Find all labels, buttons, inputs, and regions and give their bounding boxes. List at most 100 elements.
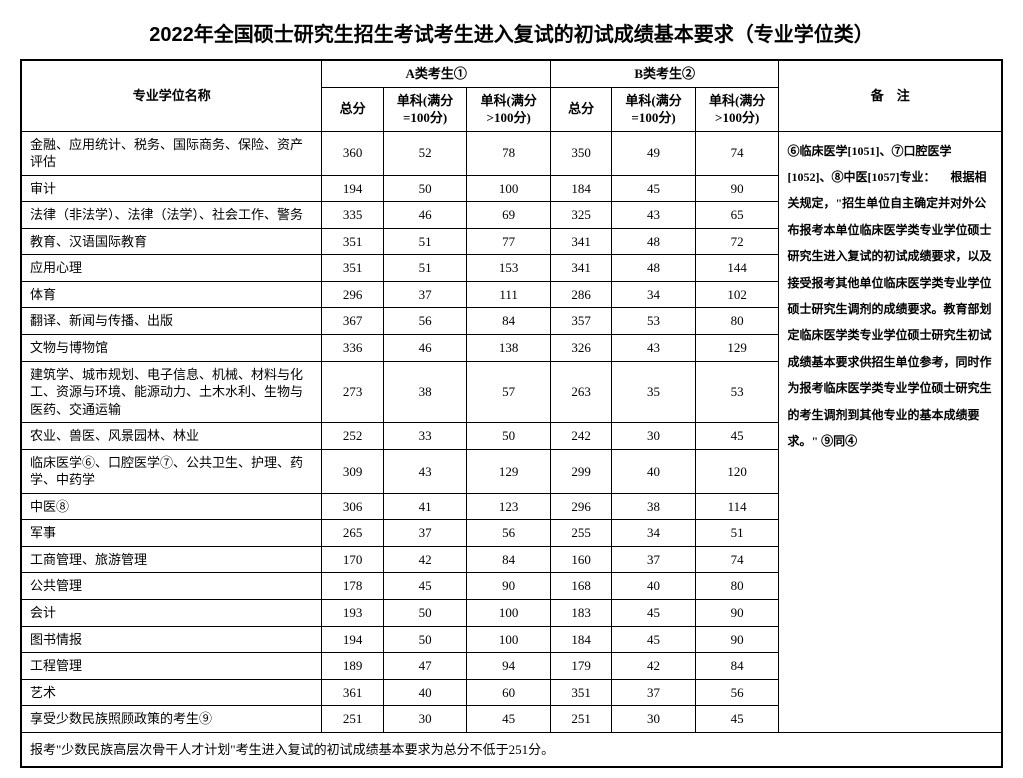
score-cell: 102 — [695, 281, 779, 308]
score-cell: 242 — [550, 423, 611, 450]
score-cell: 123 — [467, 493, 551, 520]
row-name: 应用心理 — [21, 255, 322, 282]
score-cell: 189 — [322, 653, 383, 680]
score-cell: 33 — [383, 423, 467, 450]
score-cell: 184 — [550, 626, 611, 653]
score-cell: 78 — [467, 131, 551, 175]
score-cell: 360 — [322, 131, 383, 175]
score-cell: 286 — [550, 281, 611, 308]
score-cell: 50 — [467, 423, 551, 450]
score-cell: 100 — [467, 626, 551, 653]
score-cell: 40 — [612, 449, 696, 493]
score-cell: 56 — [467, 520, 551, 547]
score-cell: 50 — [383, 626, 467, 653]
score-cell: 43 — [383, 449, 467, 493]
score-cell: 263 — [550, 361, 611, 423]
score-cell: 111 — [467, 281, 551, 308]
score-cell: 50 — [383, 175, 467, 202]
header-b-subover: 单科(满分>100分) — [695, 87, 779, 131]
score-cell: 30 — [383, 706, 467, 733]
score-cell: 52 — [383, 131, 467, 175]
score-cell: 56 — [695, 679, 779, 706]
score-cell: 30 — [612, 423, 696, 450]
score-cell: 361 — [322, 679, 383, 706]
score-cell: 51 — [383, 255, 467, 282]
header-name: 专业学位名称 — [21, 60, 322, 131]
score-cell: 42 — [612, 653, 696, 680]
score-cell: 37 — [383, 281, 467, 308]
score-cell: 273 — [322, 361, 383, 423]
score-cell: 51 — [695, 520, 779, 547]
score-cell: 90 — [695, 175, 779, 202]
header-group-b: B类考生② — [550, 60, 779, 87]
score-cell: 77 — [467, 228, 551, 255]
score-cell: 37 — [612, 679, 696, 706]
score-cell: 46 — [383, 335, 467, 362]
score-cell: 341 — [550, 255, 611, 282]
footer-note: 报考"少数民族高层次骨干人才计划"考生进入复试的初试成绩基本要求为总分不低于25… — [21, 732, 1002, 767]
score-cell: 30 — [612, 706, 696, 733]
score-cell: 34 — [612, 281, 696, 308]
score-cell: 60 — [467, 679, 551, 706]
score-cell: 84 — [467, 308, 551, 335]
score-cell: 74 — [695, 546, 779, 573]
page-title: 2022年全国硕士研究生招生考试考生进入复试的初试成绩基本要求（专业学位类） — [20, 18, 1003, 47]
row-name: 公共管理 — [21, 573, 322, 600]
score-cell: 129 — [467, 449, 551, 493]
header-b-sub100: 单科(满分=100分) — [612, 87, 696, 131]
row-name: 教育、汉语国际教育 — [21, 228, 322, 255]
score-cell: 296 — [550, 493, 611, 520]
row-name: 图书情报 — [21, 626, 322, 653]
score-cell: 120 — [695, 449, 779, 493]
score-cell: 41 — [383, 493, 467, 520]
header-a-total: 总分 — [322, 87, 383, 131]
row-name: 翻译、新闻与传播、出版 — [21, 308, 322, 335]
score-cell: 179 — [550, 653, 611, 680]
score-cell: 306 — [322, 493, 383, 520]
row-name: 会计 — [21, 600, 322, 627]
score-cell: 351 — [322, 255, 383, 282]
remark-cell: ⑥临床医学[1051]、⑦口腔医学[1052]、⑧中医[1057]专业： 根据相… — [779, 131, 1002, 732]
row-name: 法律（非法学）、法律（法学）、社会工作、警务 — [21, 202, 322, 229]
score-cell: 90 — [467, 573, 551, 600]
score-cell: 367 — [322, 308, 383, 335]
row-name: 建筑学、城市规划、电子信息、机械、材料与化工、资源与环境、能源动力、土木水利、生… — [21, 361, 322, 423]
score-cell: 100 — [467, 600, 551, 627]
score-cell: 50 — [383, 600, 467, 627]
score-cell: 351 — [322, 228, 383, 255]
score-cell: 45 — [695, 706, 779, 733]
score-cell: 194 — [322, 175, 383, 202]
score-cell: 46 — [383, 202, 467, 229]
row-name: 工商管理、旅游管理 — [21, 546, 322, 573]
row-name: 军事 — [21, 520, 322, 547]
score-cell: 336 — [322, 335, 383, 362]
row-name: 中医⑧ — [21, 493, 322, 520]
score-cell: 184 — [550, 175, 611, 202]
score-cell: 45 — [383, 573, 467, 600]
score-cell: 38 — [383, 361, 467, 423]
score-cell: 45 — [612, 175, 696, 202]
score-cell: 194 — [322, 626, 383, 653]
score-cell: 341 — [550, 228, 611, 255]
score-cell: 335 — [322, 202, 383, 229]
score-cell: 72 — [695, 228, 779, 255]
score-cell: 251 — [550, 706, 611, 733]
score-cell: 160 — [550, 546, 611, 573]
score-cell: 193 — [322, 600, 383, 627]
score-cell: 153 — [467, 255, 551, 282]
header-remark: 备 注 — [779, 60, 1002, 131]
score-cell: 94 — [467, 653, 551, 680]
score-cell: 37 — [612, 546, 696, 573]
score-cell: 168 — [550, 573, 611, 600]
score-cell: 57 — [467, 361, 551, 423]
score-cell: 252 — [322, 423, 383, 450]
score-cell: 43 — [612, 335, 696, 362]
score-cell: 84 — [467, 546, 551, 573]
row-name: 艺术 — [21, 679, 322, 706]
row-name: 工程管理 — [21, 653, 322, 680]
score-cell: 47 — [383, 653, 467, 680]
score-cell: 45 — [612, 600, 696, 627]
row-name: 金融、应用统计、税务、国际商务、保险、资产评估 — [21, 131, 322, 175]
score-cell: 48 — [612, 228, 696, 255]
score-cell: 34 — [612, 520, 696, 547]
